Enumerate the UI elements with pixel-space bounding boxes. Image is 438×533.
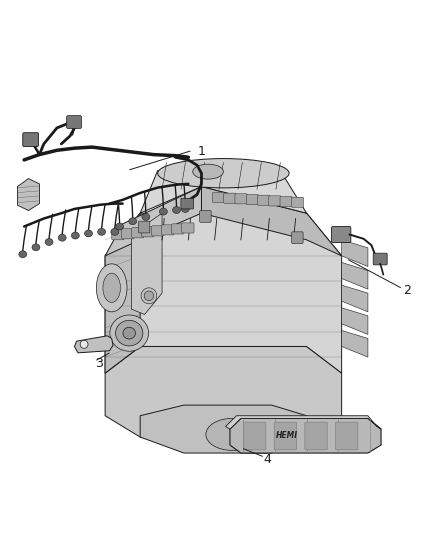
FancyBboxPatch shape xyxy=(172,224,184,234)
FancyBboxPatch shape xyxy=(23,133,39,147)
FancyBboxPatch shape xyxy=(224,193,236,203)
FancyBboxPatch shape xyxy=(269,196,281,206)
FancyBboxPatch shape xyxy=(258,195,270,205)
Polygon shape xyxy=(342,240,368,266)
Ellipse shape xyxy=(58,235,66,241)
Ellipse shape xyxy=(141,288,157,304)
Polygon shape xyxy=(74,336,113,353)
Ellipse shape xyxy=(103,273,120,303)
Polygon shape xyxy=(342,330,368,357)
Ellipse shape xyxy=(158,158,289,188)
Polygon shape xyxy=(140,405,307,453)
FancyBboxPatch shape xyxy=(67,116,81,128)
FancyBboxPatch shape xyxy=(122,229,134,239)
Ellipse shape xyxy=(142,214,150,221)
Ellipse shape xyxy=(98,229,106,236)
FancyBboxPatch shape xyxy=(336,422,358,450)
Ellipse shape xyxy=(96,264,127,312)
Ellipse shape xyxy=(116,223,124,230)
FancyBboxPatch shape xyxy=(142,227,154,237)
FancyBboxPatch shape xyxy=(373,253,387,265)
Ellipse shape xyxy=(85,230,92,237)
FancyBboxPatch shape xyxy=(244,422,266,450)
FancyBboxPatch shape xyxy=(181,198,194,209)
Ellipse shape xyxy=(193,164,223,179)
FancyBboxPatch shape xyxy=(274,422,297,450)
Ellipse shape xyxy=(181,206,189,213)
FancyBboxPatch shape xyxy=(138,221,150,233)
FancyBboxPatch shape xyxy=(291,197,304,207)
FancyBboxPatch shape xyxy=(280,197,292,207)
Ellipse shape xyxy=(110,315,148,351)
Polygon shape xyxy=(18,179,39,211)
Polygon shape xyxy=(342,308,368,335)
Polygon shape xyxy=(140,171,307,213)
Ellipse shape xyxy=(144,291,154,301)
FancyBboxPatch shape xyxy=(162,225,174,235)
Ellipse shape xyxy=(123,327,135,339)
Ellipse shape xyxy=(159,208,167,215)
Polygon shape xyxy=(105,346,342,437)
Ellipse shape xyxy=(32,244,40,251)
FancyBboxPatch shape xyxy=(246,195,258,205)
Ellipse shape xyxy=(116,320,143,346)
Text: HEMI: HEMI xyxy=(276,431,298,440)
Ellipse shape xyxy=(173,207,180,213)
Text: 3: 3 xyxy=(95,357,102,370)
Polygon shape xyxy=(342,262,368,289)
Polygon shape xyxy=(105,213,140,373)
Polygon shape xyxy=(131,213,162,314)
FancyBboxPatch shape xyxy=(152,226,164,236)
Polygon shape xyxy=(105,187,201,256)
FancyBboxPatch shape xyxy=(332,227,351,243)
Text: 1: 1 xyxy=(198,146,205,158)
Polygon shape xyxy=(342,285,368,312)
FancyBboxPatch shape xyxy=(112,230,124,240)
Ellipse shape xyxy=(206,418,258,450)
Polygon shape xyxy=(230,418,381,453)
Polygon shape xyxy=(201,187,342,256)
FancyBboxPatch shape xyxy=(132,228,144,238)
FancyBboxPatch shape xyxy=(305,422,327,450)
Polygon shape xyxy=(105,213,342,373)
FancyBboxPatch shape xyxy=(200,211,211,222)
Text: 4: 4 xyxy=(263,453,271,466)
Ellipse shape xyxy=(19,251,27,258)
FancyBboxPatch shape xyxy=(292,232,303,244)
FancyBboxPatch shape xyxy=(212,192,225,203)
Ellipse shape xyxy=(111,229,119,236)
Ellipse shape xyxy=(71,232,79,239)
FancyBboxPatch shape xyxy=(182,223,194,233)
FancyBboxPatch shape xyxy=(235,194,247,204)
Text: 2: 2 xyxy=(403,284,411,297)
Polygon shape xyxy=(226,416,381,429)
Ellipse shape xyxy=(45,239,53,245)
Ellipse shape xyxy=(80,341,88,349)
Ellipse shape xyxy=(129,217,137,225)
